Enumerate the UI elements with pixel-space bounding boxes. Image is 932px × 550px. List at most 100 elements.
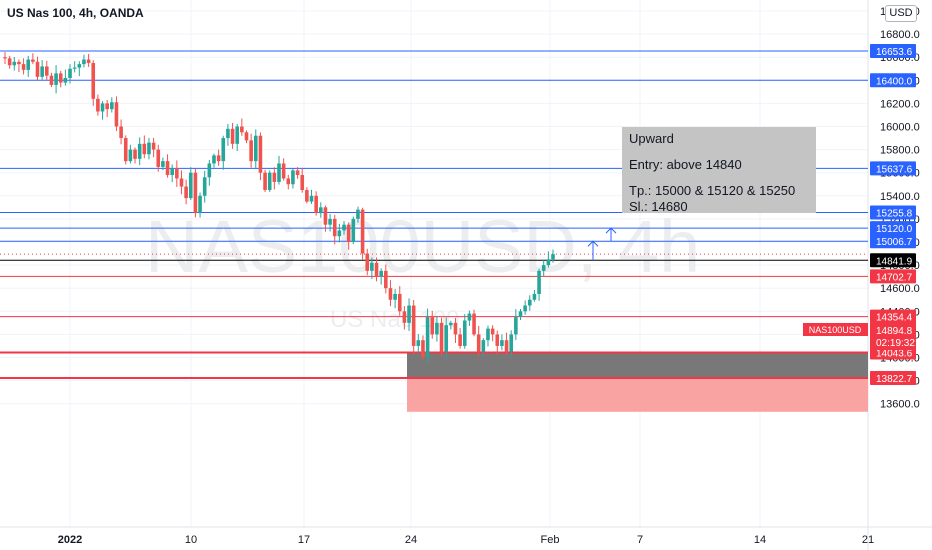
- candle-body: [240, 126, 244, 133]
- level-tag-box: [870, 234, 916, 249]
- candle-body: [360, 209, 365, 254]
- candle-body: [504, 340, 509, 352]
- candle-body: [444, 325, 448, 352]
- candle-body: [114, 102, 119, 127]
- candle-body: [486, 328, 490, 341]
- candle-body: [291, 170, 295, 185]
- candle-body: [68, 68, 72, 78]
- level-tag-label: 13822.7: [876, 374, 913, 385]
- candle-body: [216, 155, 221, 162]
- candle-body: [532, 293, 537, 300]
- candle-body: [541, 265, 546, 271]
- candle-body: [281, 163, 286, 179]
- candle-body: [453, 322, 458, 335]
- horizontal-levels[interactable]: [0, 50, 868, 379]
- candle-body: [374, 262, 379, 277]
- candle-body: [407, 305, 411, 323]
- candle-body: [72, 67, 77, 69]
- arrow-annotations: [587, 227, 617, 261]
- candle-body: [170, 168, 174, 176]
- level-tag-label: 15255.8: [876, 208, 913, 219]
- note-take-profit: Tp.: 15000 & 15120 & 15250: [629, 183, 796, 198]
- candle-body: [137, 143, 142, 159]
- candle-body: [82, 59, 86, 65]
- candle-body: [332, 218, 337, 237]
- candle-body: [509, 334, 514, 352]
- candle-body: [323, 207, 328, 225]
- candle-body: [449, 322, 453, 326]
- candle-body: [295, 170, 300, 176]
- candle-body: [221, 138, 226, 162]
- x-tick-label: 21: [862, 534, 874, 546]
- candle-body: [58, 73, 63, 83]
- candle-body: [365, 253, 370, 271]
- last-price-symbol: NAS100USD: [809, 325, 862, 335]
- candle-body: [462, 320, 467, 346]
- y-tick-label: 16800.0: [880, 29, 920, 41]
- candle-body: [35, 61, 40, 77]
- candle-body: [458, 334, 462, 346]
- candle-body: [393, 293, 397, 300]
- candle-body: [425, 317, 430, 358]
- trade-note: Upward Entry: above 14840 Tp.: 15000 & 1…: [622, 127, 816, 214]
- candle-body: [175, 168, 179, 179]
- candle-body: [193, 172, 198, 214]
- candle-body: [91, 62, 96, 99]
- candle-body: [179, 178, 184, 187]
- candle-body: [151, 142, 156, 150]
- candle-body: [472, 313, 476, 335]
- candle-body: [26, 59, 31, 70]
- up-arrow-head: [605, 227, 617, 234]
- candle-body: [309, 195, 314, 202]
- y-tick-label: 16200.0: [880, 98, 920, 110]
- candle-body: [314, 195, 318, 214]
- candle-body: [133, 149, 137, 159]
- level-tag-label: 16400.0: [876, 76, 913, 87]
- level-tag-box: [870, 370, 916, 385]
- y-tick-label: 15400.0: [880, 191, 920, 203]
- last-price-box: [870, 322, 916, 350]
- candle-body: [342, 224, 346, 231]
- candle-body: [337, 230, 342, 237]
- y-tick-label: 14600.0: [880, 283, 920, 295]
- candle-body: [495, 334, 500, 346]
- candle-body: [421, 340, 425, 358]
- candle-body: [156, 149, 161, 167]
- y-tick-label: 15800.0: [880, 145, 920, 157]
- x-tick-label: 17: [298, 534, 310, 546]
- currency-button[interactable]: USD: [885, 5, 917, 22]
- y-tick-label: 13600.0: [880, 399, 920, 411]
- candle-body: [142, 143, 147, 155]
- candle-body: [244, 132, 249, 141]
- candle-body: [12, 61, 17, 66]
- candle-body: [77, 64, 82, 68]
- candle-body: [54, 73, 58, 85]
- level-tag-box: [870, 44, 916, 59]
- candle-body: [96, 98, 100, 112]
- y-tick-label: 16600.0: [880, 52, 920, 64]
- watermark-symbol: NAS100USD, 4h: [145, 205, 700, 288]
- candle-body: [346, 224, 351, 242]
- last-price-value: 14894.8: [876, 326, 913, 337]
- time-axis[interactable]: 2022 10 17 24 Feb 7 14 21: [58, 534, 874, 546]
- candle-body: [7, 58, 12, 66]
- level-tag-label: 15120.0: [876, 224, 913, 235]
- level-tag-box: [870, 253, 916, 268]
- candle-body: [230, 128, 235, 144]
- candle-body: [527, 299, 532, 306]
- note-entry: Entry: above 14840: [629, 157, 742, 172]
- candle-body: [207, 163, 212, 178]
- candle-body: [198, 195, 202, 214]
- candle-body: [226, 128, 230, 139]
- level-tag-label: 14702.7: [876, 272, 913, 283]
- candle-body: [537, 270, 541, 294]
- candle-body: [202, 177, 207, 196]
- candle-body: [388, 288, 393, 300]
- candle-body: [49, 75, 54, 85]
- level-tag-box: [870, 269, 916, 284]
- level-tag-box: [870, 221, 916, 236]
- candle-body: [300, 175, 305, 191]
- price-zones: [407, 352, 868, 412]
- zone-rect: [407, 377, 868, 412]
